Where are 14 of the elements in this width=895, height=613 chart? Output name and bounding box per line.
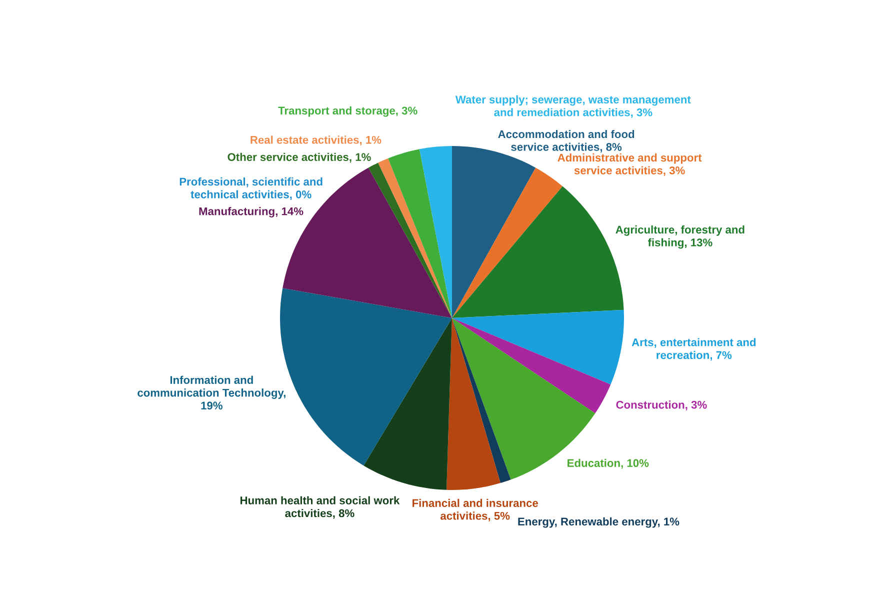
slice-label: Real estate activities, 1% bbox=[250, 136, 382, 146]
slice-label: Other service activities, 1% bbox=[228, 152, 371, 163]
slice-label: Administrative and support service activities, 3% bbox=[558, 153, 702, 176]
slice-label: Manufacturing, 14% bbox=[199, 207, 304, 218]
slice-label: Human health and social work activities, 8% bbox=[240, 496, 400, 519]
slice-label: Education, 10% bbox=[568, 458, 649, 469]
slice-label: Agriculture, forestry and fishing, 13% bbox=[616, 225, 744, 249]
slice-label: Water supply; sewerage, waste management and remediation activities, 3% bbox=[455, 95, 691, 118]
category-label: Professional, scientific and technical activities, 0% bbox=[180, 177, 322, 200]
slice-label: Arts, entertainment and recreation, 7% bbox=[632, 338, 756, 361]
slice-label: Accommodation and food service activities, 8% bbox=[498, 130, 634, 153]
slice-label: Information and communication Technology, 19% bbox=[138, 376, 286, 410]
slice-label: Construction, 3% bbox=[616, 400, 707, 410]
slice-label: Transport and storage, 3% bbox=[278, 106, 418, 117]
